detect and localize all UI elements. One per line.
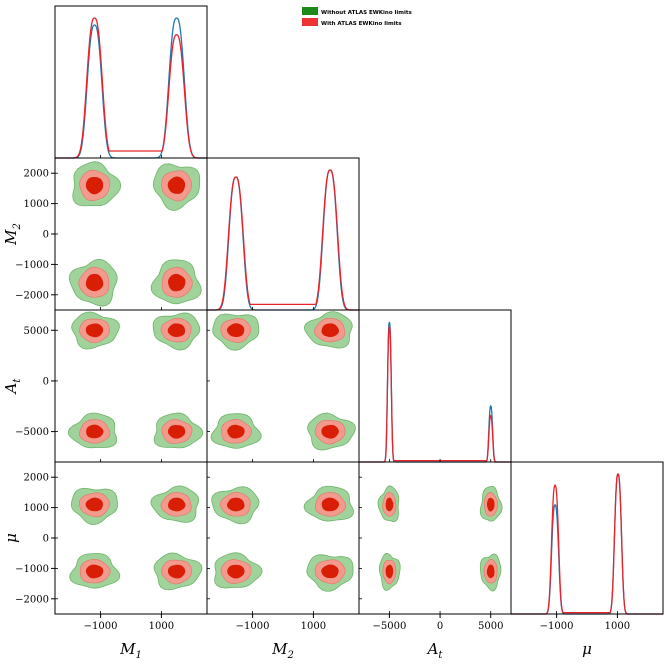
contour-with-68 [321, 323, 339, 338]
x-tick-label: −1000 [540, 621, 574, 632]
x-axis-label-4: μ [582, 640, 592, 658]
legend: Without ATLAS EWKino limits With ATLAS E… [302, 7, 413, 27]
x-axis-label-2: M2 [271, 640, 294, 661]
joint-panel-4-1 [54, 461, 208, 615]
panel-frame [206, 157, 360, 311]
y-axis-label-2: M2 [2, 223, 23, 246]
marginal-curve-with-4 [511, 473, 663, 615]
x-axis-label-3: At [426, 640, 444, 661]
x-tick-label: 0 [437, 621, 443, 632]
x-tick-label: 1000 [605, 621, 630, 632]
contour-with-68 [167, 176, 186, 194]
contour-with-68 [86, 424, 104, 439]
marginal-curve-with-2 [207, 169, 359, 311]
contour-with-68 [85, 273, 104, 292]
panel-frame [358, 461, 512, 615]
x-tick-label: 1000 [301, 621, 326, 632]
joint-panel-4-2 [206, 461, 360, 615]
y-axis-label-sub: 2 [12, 223, 23, 230]
joint-panel-4-3 [358, 461, 512, 615]
y-axis-label-sub: t [12, 378, 23, 383]
contour-with-68 [167, 424, 186, 439]
contour-with-68 [168, 497, 186, 512]
y-tick-label: 0 [43, 230, 49, 241]
contour-with-68 [168, 273, 186, 292]
x-axis-label-1: M1 [119, 640, 142, 661]
x-tick-label: 5000 [478, 621, 503, 632]
contour-with-68 [85, 177, 104, 195]
contour-with-68 [85, 323, 104, 338]
contour-with-68 [321, 497, 340, 512]
y-tick-label: 1000 [24, 199, 49, 210]
marginal-panel-1 [54, 5, 208, 159]
x-axis-label-sub: t [438, 650, 443, 661]
x-tick-label: −5000 [372, 621, 406, 632]
y-tick-label: 0 [43, 376, 49, 387]
panel-frame [510, 461, 664, 615]
x-tick-label: −1000 [84, 621, 118, 632]
contour-with-68 [385, 497, 394, 512]
contour-with-68 [167, 323, 186, 338]
legend-swatch-without [302, 7, 318, 15]
y-tick-label: 2000 [24, 473, 49, 484]
panel-frame [54, 461, 208, 615]
marginal-panel-4 [510, 461, 664, 615]
y-tick-label: −2000 [15, 594, 49, 605]
marginal-panel-2 [206, 157, 360, 311]
joint-panel-3-2 [206, 309, 360, 463]
contour-with-68 [321, 564, 339, 579]
y-tick-label: −1000 [15, 564, 49, 575]
contour-with-68 [385, 564, 394, 579]
y-tick-label: −2000 [15, 290, 49, 301]
legend-label-without: Without ATLAS EWKino limits [321, 10, 413, 16]
contour-with-68 [486, 564, 495, 579]
marginal-curve-with-3 [359, 326, 511, 463]
panel-frame [206, 461, 360, 615]
joint-panel-3-1 [54, 309, 208, 463]
contour-with-68 [486, 497, 495, 512]
y-axis-label-4: μ [2, 533, 20, 543]
y-axis-label-3: At [2, 378, 23, 396]
y-tick-label: 5000 [24, 326, 49, 337]
y-tick-label: −1000 [15, 260, 49, 271]
y-tick-label: −5000 [15, 427, 49, 438]
contour-with-68 [226, 323, 245, 337]
legend-swatch-with [302, 18, 318, 26]
contour-with-68 [85, 497, 103, 512]
marginal-panel-3 [358, 309, 512, 463]
x-tick-label: −1000 [236, 621, 270, 632]
contour-with-68 [85, 564, 104, 579]
joint-panel-2-1 [54, 157, 208, 311]
x-axis-label-sub: 1 [135, 650, 141, 661]
contour-with-68 [227, 424, 245, 439]
contour-with-68 [167, 564, 186, 579]
y-tick-label: 0 [43, 534, 49, 545]
marginal-curve-without-4 [511, 473, 663, 615]
contour-with-68 [227, 497, 245, 512]
y-tick-label: 1000 [24, 503, 49, 514]
marginal-curve-without-2 [207, 169, 359, 311]
x-tick-label: 1000 [149, 621, 174, 632]
contour-with-68 [321, 424, 339, 439]
x-axis-label-sub: 2 [286, 650, 293, 661]
contour-with-68 [227, 564, 245, 579]
marginal-curve-with-1 [55, 17, 207, 159]
legend-label-with: With ATLAS EWKino limits [321, 21, 402, 27]
y-tick-label: 2000 [24, 169, 49, 180]
